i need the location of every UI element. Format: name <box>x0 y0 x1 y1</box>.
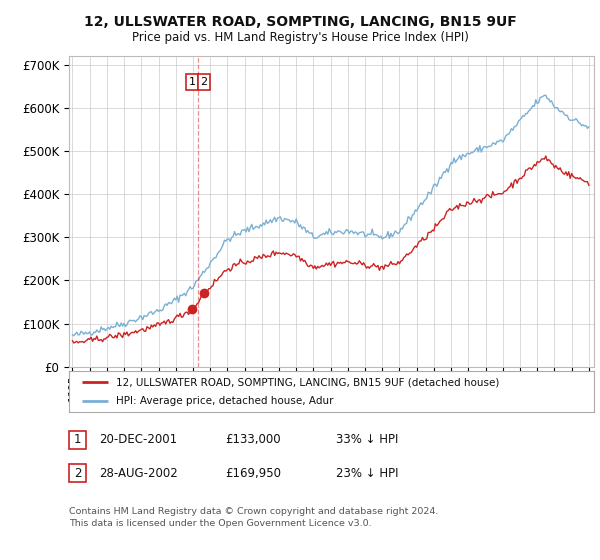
Text: 2: 2 <box>74 466 81 480</box>
Text: 12, ULLSWATER ROAD, SOMPTING, LANCING, BN15 9UF: 12, ULLSWATER ROAD, SOMPTING, LANCING, B… <box>83 15 517 29</box>
Text: 2: 2 <box>200 77 208 87</box>
Text: 1: 1 <box>188 77 196 87</box>
Text: £133,000: £133,000 <box>225 433 281 446</box>
Text: Contains HM Land Registry data © Crown copyright and database right 2024.
This d: Contains HM Land Registry data © Crown c… <box>69 507 439 528</box>
Text: £169,950: £169,950 <box>225 466 281 480</box>
Text: Price paid vs. HM Land Registry's House Price Index (HPI): Price paid vs. HM Land Registry's House … <box>131 31 469 44</box>
Text: 12, ULLSWATER ROAD, SOMPTING, LANCING, BN15 9UF (detached house): 12, ULLSWATER ROAD, SOMPTING, LANCING, B… <box>116 377 500 387</box>
Text: 23% ↓ HPI: 23% ↓ HPI <box>336 466 398 480</box>
Text: HPI: Average price, detached house, Adur: HPI: Average price, detached house, Adur <box>116 396 334 405</box>
Text: 28-AUG-2002: 28-AUG-2002 <box>99 466 178 480</box>
Text: 1: 1 <box>74 433 81 446</box>
Text: 20-DEC-2001: 20-DEC-2001 <box>99 433 177 446</box>
Text: 33% ↓ HPI: 33% ↓ HPI <box>336 433 398 446</box>
